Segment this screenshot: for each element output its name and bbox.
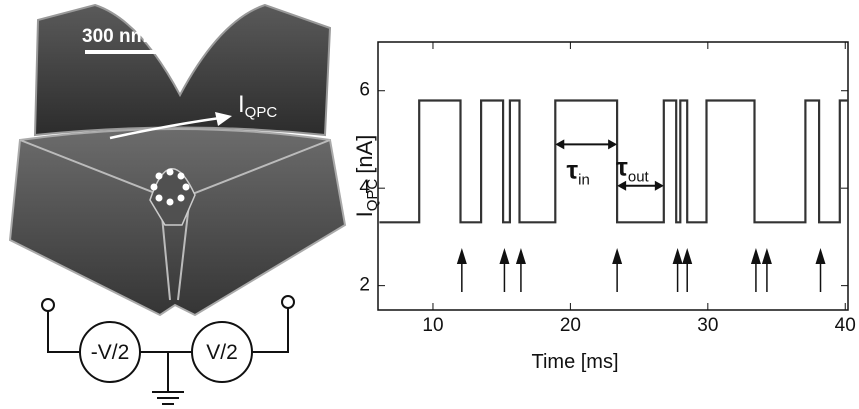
source-label: -V/2 — [91, 341, 130, 364]
event-arrowhead — [456, 248, 467, 264]
current-label: IQPC — [238, 91, 277, 121]
event-arrowhead — [682, 248, 693, 264]
afm-image: 300 nm IQPC — [8, 3, 347, 317]
y-label-unit: [nA] — [352, 135, 377, 174]
interval-subscript: out — [628, 169, 650, 186]
event-arrowhead — [750, 248, 761, 264]
scale-bar-label: 300 nm — [82, 26, 147, 47]
y-label-symbol: I — [352, 211, 377, 217]
event-arrowhead — [815, 248, 826, 264]
current-symbol: I — [238, 91, 245, 118]
event-arrowhead — [515, 248, 526, 264]
x-tick-label: 30 — [697, 315, 718, 336]
interval-subscript: in — [578, 171, 590, 188]
y-tick-label: 6 — [359, 80, 370, 101]
circuit — [41, 295, 295, 405]
interval-symbol: τ — [567, 154, 579, 184]
y-tick-label: 4 — [359, 177, 370, 198]
signal-trace — [379, 99, 848, 224]
interval-arrowhead — [654, 180, 664, 191]
source-label: V/2 — [206, 341, 238, 364]
x-axis-label: Time [ms] — [531, 351, 618, 373]
x-tick-label: 20 — [560, 315, 581, 336]
y-tick-label: 2 — [359, 275, 370, 296]
event-arrowhead — [672, 248, 683, 264]
event-arrowhead — [761, 248, 772, 264]
interval-label: τout — [616, 152, 649, 186]
x-tick-label: 10 — [422, 315, 443, 336]
event-arrowhead — [612, 248, 623, 264]
y-axis-label: IQPC [nA] — [352, 135, 381, 218]
interval-symbol: τ — [616, 152, 628, 182]
current-subscript: QPC — [245, 104, 278, 121]
interval-arrowhead — [617, 180, 627, 191]
interval-arrowhead — [555, 139, 565, 150]
interval-arrowhead — [608, 139, 618, 150]
event-arrowhead — [499, 248, 510, 264]
x-tick-label: 40 — [835, 315, 856, 336]
plot-frame — [377, 41, 849, 311]
interval-label: τin — [567, 154, 590, 188]
y-label-subscript: QPC — [364, 179, 381, 212]
